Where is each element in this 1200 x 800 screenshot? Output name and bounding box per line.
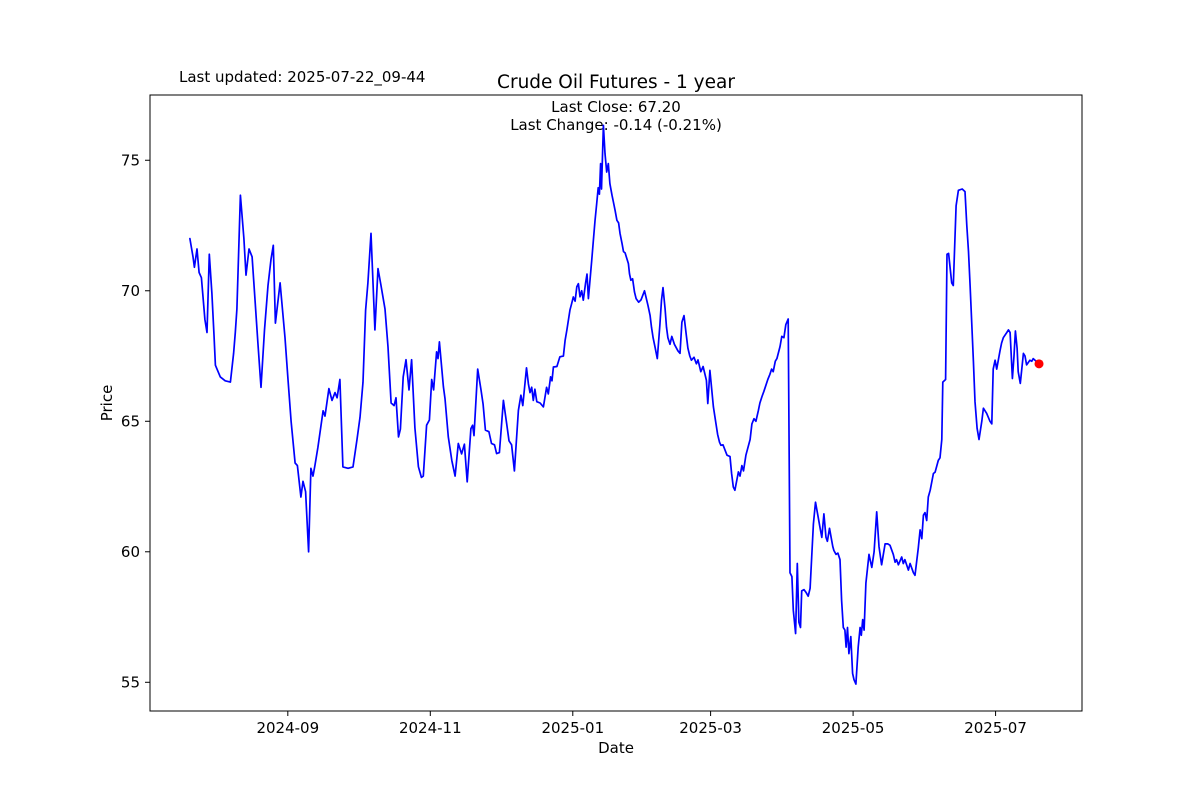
last-change-annotation: Last Change: -0.14 (-0.21%) [510,116,722,134]
y-tick-label: 65 [121,412,140,430]
last-price-marker [1034,359,1044,369]
x-tick-label: 2025-01 [541,719,604,737]
x-tick-label: 2024-09 [256,719,319,737]
x-tick-label: 2024-11 [399,719,462,737]
y-tick-label: 60 [121,543,140,561]
y-tick-label: 70 [121,282,140,300]
x-tick-label: 2025-03 [679,719,742,737]
x-tick-label: 2025-05 [822,719,885,737]
price-line [189,124,1040,685]
last-updated-text: Last updated: 2025-07-22_09-44 [179,68,426,86]
y-axis-label: Price [98,384,116,422]
y-tick-label: 55 [121,673,140,691]
axes-spines [149,94,1083,712]
chart-title: Crude Oil Futures - 1 year [497,72,735,93]
y-tick-label: 75 [121,151,140,169]
x-tick-label: 2025-07 [964,719,1027,737]
x-axis-label: Date [598,739,634,757]
last-close-annotation: Last Close: 67.20 [551,98,681,116]
